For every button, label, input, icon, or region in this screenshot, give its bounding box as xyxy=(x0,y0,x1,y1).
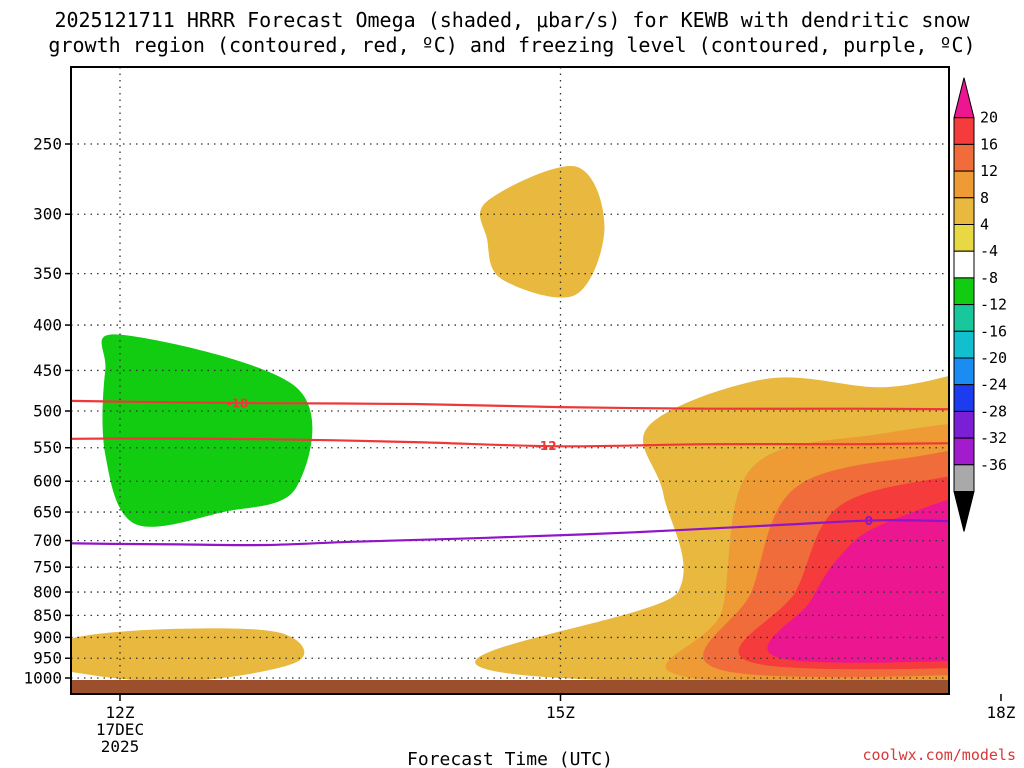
isotherm-0C-edge xyxy=(0,656,10,662)
isotherm--18C xyxy=(71,399,949,411)
isotherm-label: -12 xyxy=(535,439,557,453)
colorbar-top-triangle xyxy=(953,77,975,119)
colorbar-box xyxy=(953,277,975,306)
xtick-label: 17DEC xyxy=(96,720,144,739)
colorbar-label: 20 xyxy=(980,109,998,127)
pressure-axis: 250 300 350 400 450 500 550 600 650 700 750 800 850 9… xyxy=(23,135,71,688)
colorbar-box xyxy=(953,224,975,252)
xtick-label: 2025 xyxy=(101,737,140,756)
colorbar-box xyxy=(953,250,975,279)
colorbar-label: -12 xyxy=(980,296,1007,314)
plot-frame xyxy=(70,66,950,695)
omega-shading-layer xyxy=(71,108,949,688)
colorbar-box xyxy=(953,117,975,145)
colorbar-label: 8 xyxy=(980,189,989,207)
ytick-label: 300 xyxy=(33,205,62,224)
omega-region-teal-west xyxy=(101,334,313,527)
chart-title-line-1: 2025121711 HRRR Forecast Omega (shaded, … xyxy=(54,8,970,32)
ytick-label: 800 xyxy=(33,583,62,602)
colorbar-box xyxy=(953,410,975,439)
colorbar-box xyxy=(953,143,975,172)
ytick-label: 250 xyxy=(33,135,62,154)
colorbar-box xyxy=(953,304,975,332)
isotherm-label: 0 xyxy=(865,514,873,528)
omega-region-yellow-sw xyxy=(71,628,305,682)
colorbar-bottom-triangle xyxy=(953,491,975,532)
colorbar-label: -28 xyxy=(980,402,1007,420)
ytick-label: 1000 xyxy=(23,669,62,688)
ytick-label: 700 xyxy=(33,531,62,550)
colorbar-box xyxy=(953,170,975,199)
omega-region-green-15z-upper xyxy=(670,185,797,321)
colorbar-label: -36 xyxy=(980,456,1007,474)
colorbar-label: -32 xyxy=(980,429,1007,447)
plot-area: -18 -12 0 xyxy=(0,67,949,694)
colorbar-label: 16 xyxy=(980,135,998,153)
ytick-label: 450 xyxy=(33,361,62,380)
xtick-label: 15Z xyxy=(546,703,575,722)
colorbar-box xyxy=(953,197,975,226)
ytick-label: 400 xyxy=(33,316,62,335)
colorbar-box xyxy=(953,384,975,412)
xtick-label: 18Z xyxy=(987,703,1016,722)
credit-text[interactable]: coolwx.com/models xyxy=(862,746,1016,764)
colorbar: 20 16 12 8 4 -4 -8 -12 -16 -20 -24 -28 -32 -36 xyxy=(953,77,1007,532)
ytick-label: 650 xyxy=(33,503,62,522)
isotherm-contours: -18 -12 0 xyxy=(0,397,949,662)
gridlines xyxy=(71,67,949,694)
colorbar-label: 12 xyxy=(980,162,998,180)
ground-surface xyxy=(71,680,949,694)
colorbar-label: -8 xyxy=(980,269,998,287)
ytick-label: 500 xyxy=(33,402,62,421)
colorbar-box xyxy=(953,357,975,386)
colorbar-box xyxy=(953,437,975,466)
ytick-label: 750 xyxy=(33,558,62,577)
colorbar-box xyxy=(953,464,975,492)
x-axis-title: Forecast Time (UTC) xyxy=(407,749,613,768)
colorbar-label: -24 xyxy=(980,376,1007,394)
colorbar-label: -4 xyxy=(980,242,998,260)
ytick-label: 850 xyxy=(33,606,62,625)
xtick-label: 12Z xyxy=(106,703,135,722)
isotherm--12C xyxy=(71,437,949,448)
isotherm-label: -18 xyxy=(227,397,249,411)
ytick-label: 350 xyxy=(33,264,62,283)
colorbar-box xyxy=(953,330,975,359)
omega-region-green-15z-small xyxy=(538,395,576,495)
ytick-label: 950 xyxy=(33,649,62,668)
isotherm-0C xyxy=(71,519,949,547)
colorbar-label: -20 xyxy=(980,349,1007,367)
colorbar-label: 4 xyxy=(980,216,989,234)
colorbar-label: -16 xyxy=(980,322,1007,340)
ytick-label: 600 xyxy=(33,472,62,491)
chart-title-line-2: growth region (contoured, red, ºC) and f… xyxy=(48,33,975,57)
ytick-label: 900 xyxy=(33,628,62,647)
ytick-label: 550 xyxy=(33,438,62,457)
time-axis: 12Z17DEC202515Z18Z21Z00Z18DEC03Z xyxy=(96,694,1016,756)
omega-region-yellow-15z-upper xyxy=(479,165,605,298)
